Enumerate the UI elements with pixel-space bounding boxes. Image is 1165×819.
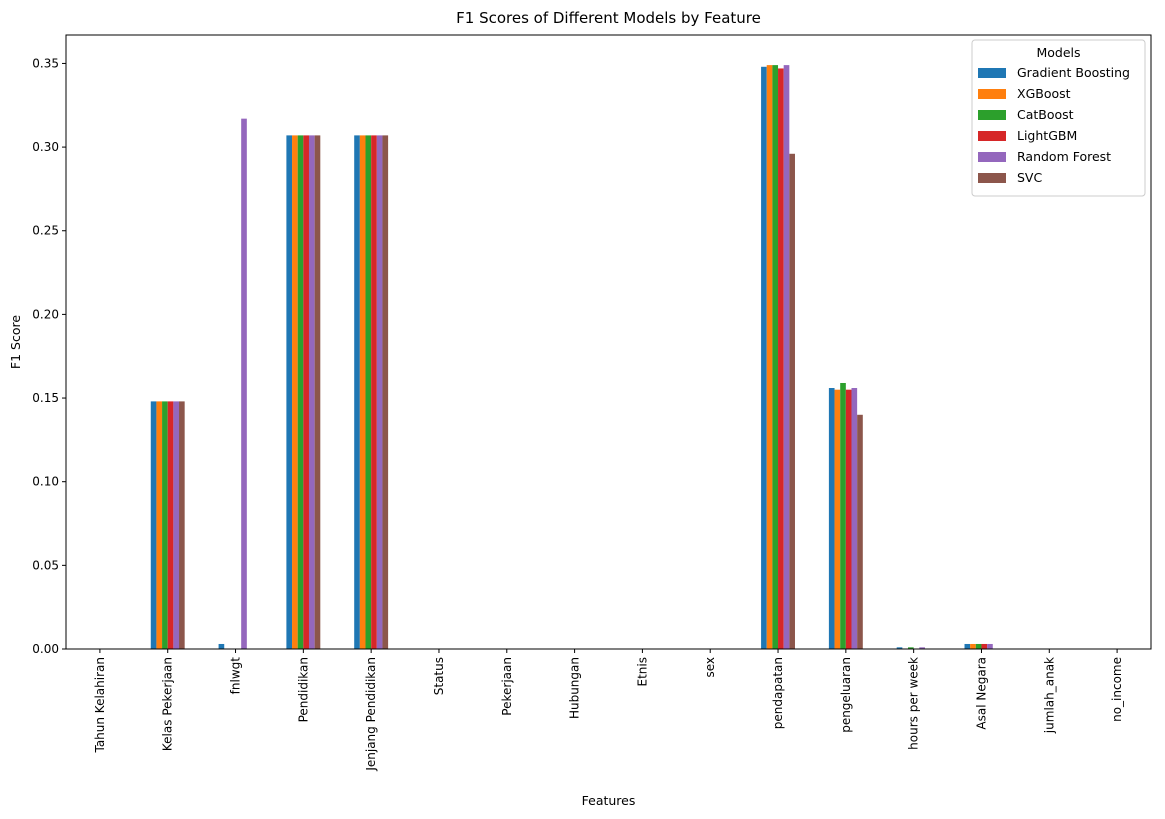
bar-random-forest-11 — [851, 388, 858, 649]
x-tick-label: Pekerjaan — [500, 657, 514, 716]
x-tick-label: pendapatan — [771, 657, 785, 729]
legend-label: CatBoost — [1017, 107, 1074, 122]
plot-frame — [65, 34, 1152, 650]
x-tick-label: Tahun Kelahiran — [93, 657, 107, 754]
x-tick-label: Etnis — [635, 657, 649, 686]
bar-catboost-4 — [365, 135, 372, 649]
y-tick-label: 0.35 — [32, 56, 59, 70]
x-tick-label: pengeluaran — [839, 657, 853, 733]
bar-svc-11 — [857, 414, 863, 649]
legend-swatch — [978, 173, 1006, 183]
legend-swatch — [978, 110, 1006, 120]
bar-lightgbm-1 — [167, 401, 174, 649]
legend-swatch — [978, 152, 1006, 162]
legend-title: Models — [1036, 45, 1080, 60]
bar-random-forest-13 — [987, 643, 993, 649]
bar-gradient-boosting-3 — [286, 135, 293, 649]
bar-gradient-boosting-2 — [218, 643, 225, 649]
bar-xgboost-13 — [970, 643, 976, 649]
x-ticks-layer: Tahun Kelahiran Kelas Pekerjaan fnlwgt Pend… — [93, 649, 1124, 772]
bar-svc-10 — [789, 153, 795, 649]
legend: Models Gradient Boosting XGBoost CatBoost L… — [971, 39, 1146, 197]
bar-gradient-boosting-11 — [828, 388, 835, 649]
legend-label: LightGBM — [1017, 128, 1077, 143]
bar-catboost-11 — [840, 382, 846, 649]
bar-gradient-boosting-13 — [964, 643, 971, 649]
legend-swatch — [978, 89, 1006, 99]
y-tick-label: 0.05 — [32, 558, 59, 572]
x-tick-label: Asal Negara — [974, 657, 988, 730]
axes-layer — [65, 34, 1152, 650]
bar-gradient-boosting-4 — [354, 135, 360, 649]
x-tick-label: fnlwgt — [229, 657, 243, 695]
bar-lightgbm-3 — [303, 135, 309, 649]
bar-random-forest-1 — [173, 401, 180, 649]
x-tick-label: Hubungan — [568, 657, 582, 719]
bar-gradient-boosting-10 — [761, 66, 767, 650]
x-tick-label: Pendidikan — [296, 657, 310, 722]
bar-lightgbm-4 — [371, 135, 377, 649]
bar-catboost-13 — [975, 643, 982, 649]
chart-title: F1 Scores of Different Models by Feature — [456, 9, 761, 27]
legend-swatch — [978, 131, 1006, 141]
bar-xgboost-1 — [156, 401, 163, 649]
y-tick-label: 0.00 — [32, 642, 59, 656]
bar-catboost-3 — [297, 135, 304, 649]
legend-swatch — [978, 68, 1006, 78]
y-tick-label: 0.10 — [32, 475, 59, 489]
bar-catboost-10 — [772, 65, 779, 650]
legend-label: XGBoost — [1017, 86, 1071, 101]
legend-box — [971, 39, 1146, 197]
x-tick-label: Status — [432, 657, 446, 695]
bar-xgboost-10 — [766, 65, 773, 650]
x-axis-title: Features — [582, 793, 636, 808]
y-tick-label: 0.15 — [32, 391, 59, 405]
bar-xgboost-4 — [359, 135, 366, 649]
bar-svc-1 — [179, 401, 185, 649]
bar-random-forest-4 — [376, 135, 383, 649]
x-tick-label: no_income — [1110, 657, 1124, 722]
legend-label: SVC — [1017, 170, 1042, 185]
x-tick-label: hours per week — [907, 657, 921, 750]
bar-lightgbm-11 — [845, 389, 852, 649]
bar-svc-3 — [314, 135, 321, 649]
bars-layer — [150, 65, 993, 650]
x-tick-label: Jenjang Pendidikan — [364, 657, 378, 772]
x-tick-label: jumlah_anak — [1042, 657, 1056, 734]
bar-gradient-boosting-1 — [150, 401, 157, 649]
y-axis-title: F1 Score — [8, 315, 23, 369]
bar-catboost-1 — [162, 401, 168, 649]
legend-label: Gradient Boosting — [1017, 65, 1130, 80]
x-tick-label: Kelas Pekerjaan — [161, 657, 175, 751]
bar-catboost-12 — [908, 647, 914, 649]
bar-gradient-boosting-12 — [896, 647, 903, 649]
bar-random-forest-3 — [308, 135, 315, 649]
bar-random-forest-10 — [783, 65, 790, 650]
y-ticks-layer: 0.00 0.05 0.10 0.15 0.20 0.25 0.30 0.35 — [32, 56, 66, 656]
y-tick-label: 0.20 — [32, 307, 59, 321]
bar-xgboost-11 — [834, 389, 841, 649]
x-tick-label: sex — [703, 657, 717, 678]
bar-lightgbm-10 — [778, 68, 784, 649]
bar-xgboost-3 — [292, 135, 298, 649]
bar-lightgbm-13 — [981, 643, 988, 649]
bar-random-forest-2 — [241, 118, 247, 649]
legend-label: Random Forest — [1017, 149, 1111, 164]
y-tick-label: 0.30 — [32, 140, 59, 154]
bar-random-forest-12 — [919, 647, 925, 649]
y-tick-label: 0.25 — [32, 224, 59, 238]
bar-svc-4 — [382, 135, 389, 649]
